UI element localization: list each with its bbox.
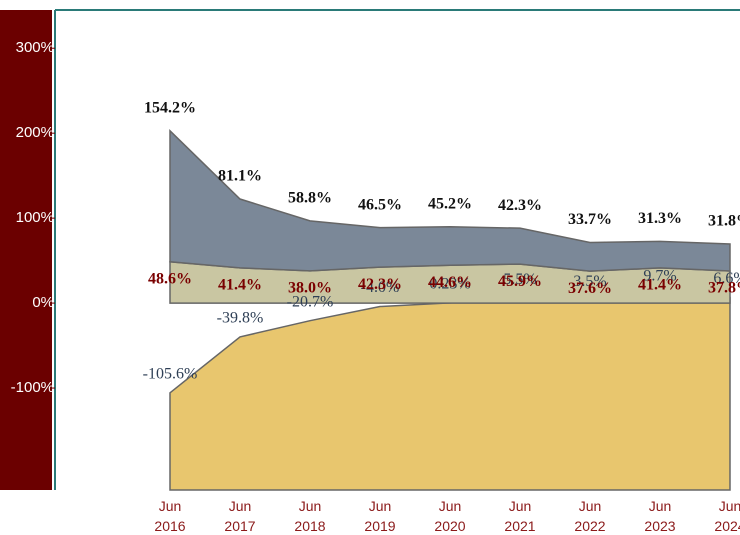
x-tick-label: Jun 2017 xyxy=(224,498,255,534)
data-label: 33.7% xyxy=(568,211,612,228)
data-label: 44.6% xyxy=(428,274,472,291)
data-label: 58.8% xyxy=(288,190,332,207)
data-label: 38.0% xyxy=(288,279,332,296)
data-label: 45.9% xyxy=(498,273,542,290)
data-label: 48.6% xyxy=(148,270,192,287)
x-tick-label: Jun 2020 xyxy=(434,498,465,534)
y-tick-label: -100% xyxy=(11,379,54,396)
x-tick-label: Jun 2023 xyxy=(644,498,675,534)
x-tick-label: Jun 2022 xyxy=(574,498,605,534)
data-label: -4.0% xyxy=(361,279,400,296)
data-label: 154.2% xyxy=(144,99,196,116)
plot xyxy=(169,129,731,491)
data-label: 41.4% xyxy=(218,277,262,294)
data-label: -20.7% xyxy=(287,293,334,310)
x-tick-label: Jun 2018 xyxy=(294,498,325,534)
data-label: -39.8% xyxy=(217,310,264,327)
data-label: 46.5% xyxy=(358,196,402,213)
data-label: 6.6% xyxy=(713,270,740,287)
data-label: 42.3% xyxy=(498,197,542,214)
data-label: 37.6% xyxy=(568,280,612,297)
area xyxy=(169,129,731,272)
data-label: 45.2% xyxy=(428,195,472,212)
data-label: 31.3% xyxy=(638,210,682,227)
data-label: 5.5% xyxy=(503,271,536,288)
x-tick-label: Jun2024 xyxy=(714,498,740,534)
data-label: 0.23% xyxy=(429,276,470,293)
y-tick-label: 0% xyxy=(32,294,54,311)
data-label: 42.3% xyxy=(358,276,402,293)
data-label: 37.8% xyxy=(708,280,740,297)
y-tick-label: 200% xyxy=(16,124,54,141)
y-tick-label: 100% xyxy=(16,209,54,226)
y-tick-label: 300% xyxy=(16,39,54,56)
x-tick-label: Jun 2021 xyxy=(504,498,535,534)
data-label: 9.7% xyxy=(643,268,676,285)
data-label: 3.5% xyxy=(573,273,606,290)
x-tick-label: Jun 2016 xyxy=(154,498,185,534)
axis-band xyxy=(0,10,52,490)
data-label: 31.8% xyxy=(708,213,740,230)
data-label: 81.1% xyxy=(218,168,262,185)
data-label: 41.4% xyxy=(638,277,682,294)
data-label: -105.6% xyxy=(143,365,198,382)
x-tick-label: Jun 2019 xyxy=(364,498,395,534)
